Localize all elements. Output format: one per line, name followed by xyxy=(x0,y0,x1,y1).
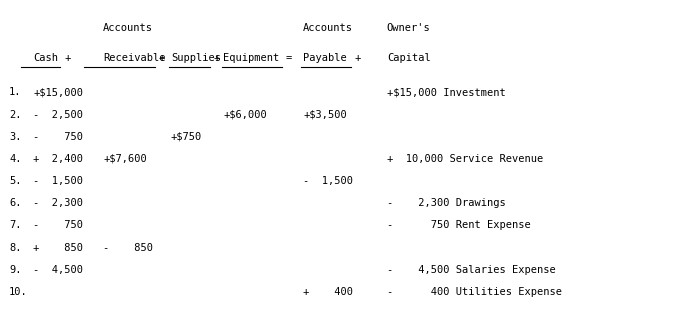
Text: -  4,500: - 4,500 xyxy=(33,265,84,275)
Text: -    850: - 850 xyxy=(103,243,153,253)
Text: Equipment: Equipment xyxy=(223,53,279,63)
Text: +$15,000: +$15,000 xyxy=(33,87,84,97)
Text: -    4,500 Salaries Expense: - 4,500 Salaries Expense xyxy=(387,265,556,275)
Text: Capital: Capital xyxy=(387,53,431,63)
Text: +: + xyxy=(159,53,165,63)
Text: 4.: 4. xyxy=(9,154,22,164)
Text: -  1,500: - 1,500 xyxy=(303,176,353,186)
Text: -    750: - 750 xyxy=(33,220,84,230)
Text: -  2,300: - 2,300 xyxy=(33,198,84,208)
Text: +$6,000: +$6,000 xyxy=(223,109,267,120)
Text: 5.: 5. xyxy=(9,176,22,186)
Text: Owner's: Owner's xyxy=(387,23,431,33)
Text: +$750: +$750 xyxy=(171,132,202,142)
Text: Accounts: Accounts xyxy=(103,23,153,33)
Text: 1.: 1. xyxy=(9,87,22,97)
Text: +$7,600: +$7,600 xyxy=(103,154,147,164)
Text: +  2,400: + 2,400 xyxy=(33,154,84,164)
Text: +    850: + 850 xyxy=(33,243,84,253)
Text: -  1,500: - 1,500 xyxy=(33,176,84,186)
Text: Supplies: Supplies xyxy=(171,53,221,63)
Text: Receivable: Receivable xyxy=(103,53,166,63)
Text: Payable: Payable xyxy=(303,53,347,63)
Text: Accounts: Accounts xyxy=(303,23,353,33)
Text: -    750: - 750 xyxy=(33,132,84,142)
Text: 6.: 6. xyxy=(9,198,22,208)
Text: +    400: + 400 xyxy=(303,287,353,297)
Text: 9.: 9. xyxy=(9,265,22,275)
Text: +: + xyxy=(65,53,71,63)
Text: Cash: Cash xyxy=(33,53,59,63)
Text: 3.: 3. xyxy=(9,132,22,142)
Text: 7.: 7. xyxy=(9,220,22,230)
Text: +: + xyxy=(354,53,360,63)
Text: +  10,000 Service Revenue: + 10,000 Service Revenue xyxy=(387,154,543,164)
Text: -      400 Utilities Expense: - 400 Utilities Expense xyxy=(387,287,562,297)
Text: 8.: 8. xyxy=(9,243,22,253)
Text: -  2,500: - 2,500 xyxy=(33,109,84,120)
Text: 10.: 10. xyxy=(9,287,28,297)
Text: -    2,300 Drawings: - 2,300 Drawings xyxy=(387,198,505,208)
Text: +$3,500: +$3,500 xyxy=(303,109,347,120)
Text: 2.: 2. xyxy=(9,109,22,120)
Text: =: = xyxy=(285,53,291,63)
Text: +$15,000 Investment: +$15,000 Investment xyxy=(387,87,505,97)
Text: -      750 Rent Expense: - 750 Rent Expense xyxy=(387,220,530,230)
Text: +: + xyxy=(213,53,220,63)
